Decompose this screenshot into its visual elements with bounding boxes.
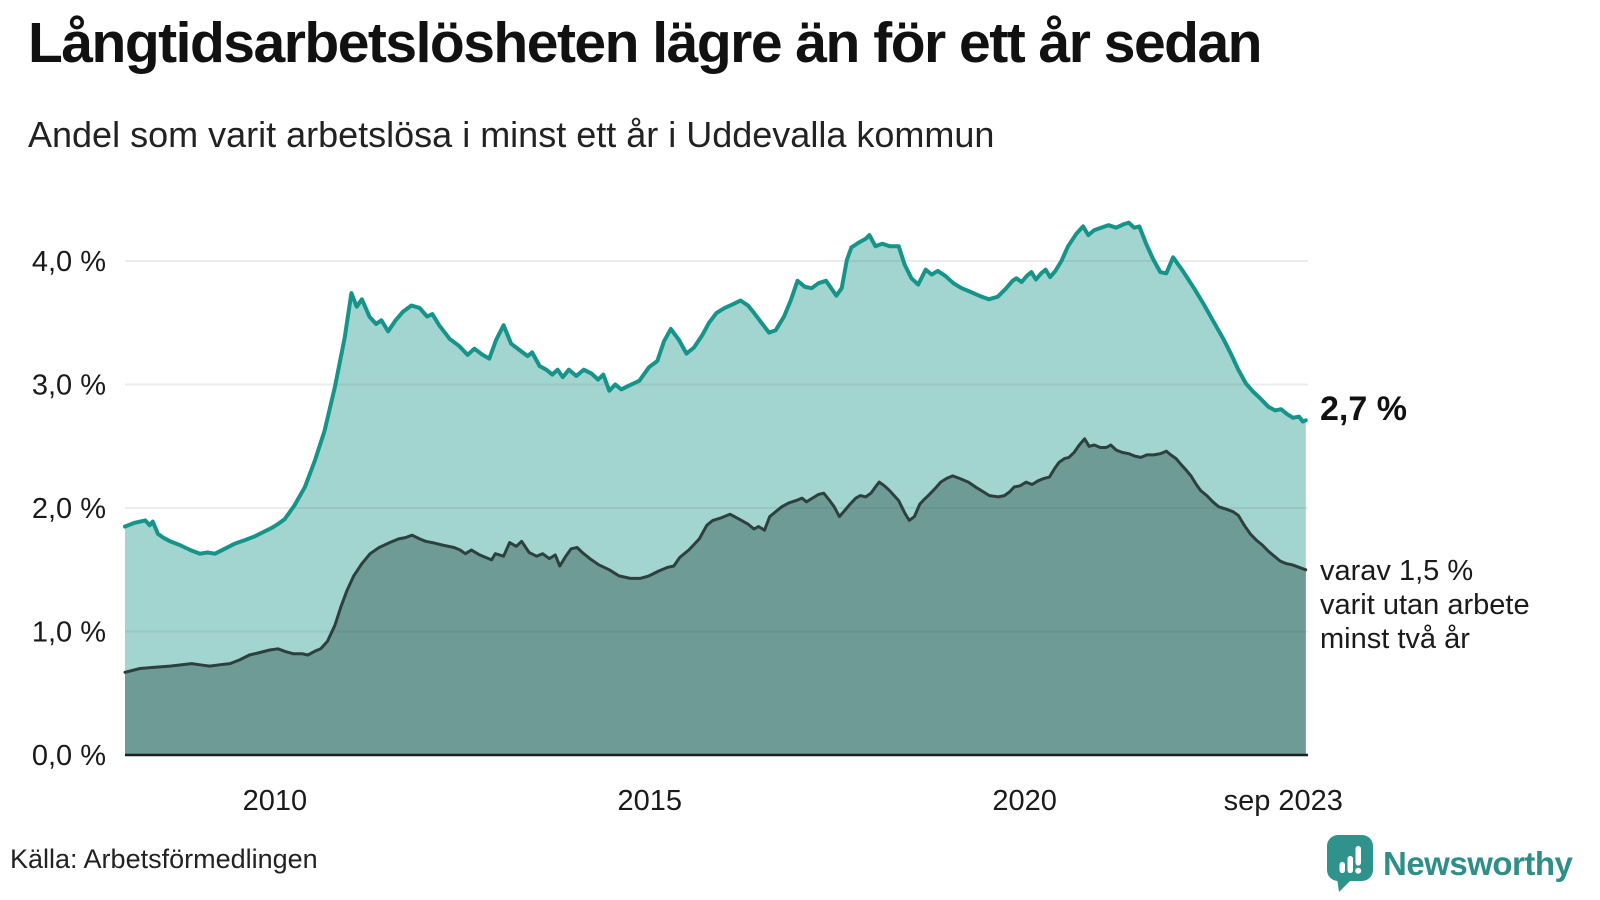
y-axis-labels: 0,0 % 1,0 % 2,0 % 3,0 % 4,0 % — [32, 246, 106, 772]
y-tick-label: 1,0 % — [32, 617, 106, 649]
x-tick-label: 2020 — [992, 785, 1057, 817]
source-note: Källa: Arbetsförmedlingen — [10, 844, 318, 874]
end-value-subset-line: varit utan arbete — [1320, 589, 1530, 621]
end-value-subset-line: varav 1,5 % — [1320, 555, 1474, 587]
end-value-label-subset: varav 1,5 % varit utan arbete minst två … — [1320, 554, 1530, 656]
total-line — [123, 220, 1308, 556]
x-axis-labels: 2010 2015 2020 sep 2023 — [243, 785, 1343, 817]
page-subtitle: Andel som varit arbetslösa i minst ett å… — [28, 114, 995, 155]
page-title: Långtidsarbetslösheten lägre än för ett … — [28, 11, 1263, 75]
bar-chart-speech-bubble-icon — [1327, 835, 1373, 892]
end-value-subset-line: minst två år — [1320, 623, 1470, 655]
end-value-label-total: 2,7 % — [1320, 390, 1407, 428]
y-tick-label: 4,0 % — [32, 246, 106, 278]
two-year-line — [123, 437, 1308, 674]
branding-wordmark: Newsworthy — [1383, 845, 1573, 882]
x-tick-label: 2015 — [618, 785, 683, 817]
x-tick-label: sep 2023 — [1224, 785, 1343, 817]
newsworthy-branding: Newsworthy — [1326, 834, 1573, 894]
y-tick-label: 0,0 % — [32, 740, 106, 772]
y-tick-label: 3,0 % — [32, 370, 106, 402]
gridlines — [125, 260, 1308, 633]
two-year-area — [125, 438, 1306, 755]
x-tick-label: 2010 — [243, 785, 308, 817]
y-tick-label: 2,0 % — [32, 493, 106, 525]
